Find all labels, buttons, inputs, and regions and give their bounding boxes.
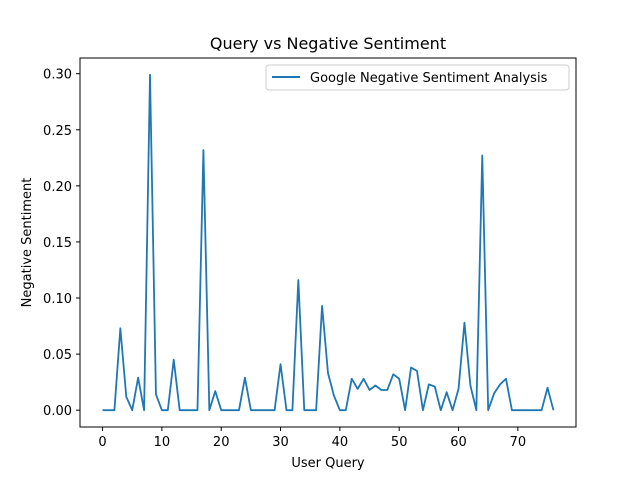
y-tick-label: 0.15 [43,236,72,251]
chart-title: Query vs Negative Sentiment [210,34,446,53]
x-tick-label: 10 [154,435,171,450]
y-tick-label: 0.25 [43,124,72,139]
x-axis-title: User Query [291,456,365,471]
x-tick-label: 20 [213,435,230,450]
y-tick-label: 0.20 [43,180,72,195]
x-tick-label: 70 [510,435,527,450]
legend-box [265,64,570,91]
series-line-0 [102,73,555,412]
y-tick-label: 0.05 [43,348,72,363]
x-tick-label: 40 [332,435,349,450]
x-tick-label: 50 [391,435,408,450]
legend-label-google-negative-sentiment-analysis: Google Negative Sentiment Analysis [310,71,548,86]
legend: Google Negative Sentiment Analysis [265,64,570,91]
y-tick-label: 0.10 [43,292,72,307]
y-axis-title: Negative Sentiment [20,178,35,308]
x-tick-label: 0 [98,435,106,450]
plot-frame [79,57,577,428]
x-tick-label: 60 [450,435,467,450]
y-tick-label: 0.30 [43,68,72,83]
x-tick-label: 30 [272,435,289,450]
y-tick-label: 0.00 [43,404,72,419]
